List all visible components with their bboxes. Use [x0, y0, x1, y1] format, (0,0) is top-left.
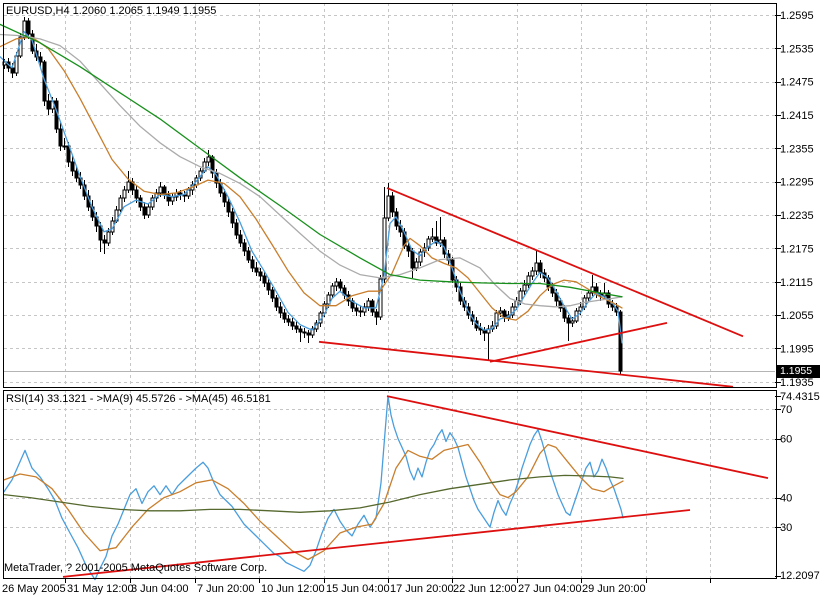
- price-axis-label: 1.2235: [780, 210, 814, 222]
- rsi-line: [3, 395, 624, 581]
- rsi-axis-label: 70: [780, 404, 792, 416]
- price-axis-label: 1.2595: [780, 10, 814, 22]
- price-axis-label: 1.2355: [780, 143, 814, 155]
- price-axis-label: 1.1935: [780, 377, 814, 389]
- price-axis-label: 1.2475: [780, 77, 814, 89]
- rsi-plot-area[interactable]: [3, 390, 776, 578]
- price-axis-label: 1.2415: [780, 110, 814, 122]
- rsi-axis-label: 12.2097: [780, 570, 820, 582]
- current-price-badge: 1.1955: [777, 365, 820, 378]
- trendlines[interactable]: [318, 187, 744, 388]
- rsi-ma45: [3, 474, 624, 513]
- copyright-text: MetaTrader, ? 2001-2005 MetaQuotes Softw…: [4, 562, 268, 574]
- rsi-axis-label: 60: [780, 434, 792, 446]
- time-axis-label: 10 Jun 12:00: [261, 583, 325, 595]
- price-trendline-3: [489, 322, 668, 363]
- price-axis-label: 1.1995: [780, 344, 814, 356]
- ma-slow-gray: [0, 33, 623, 308]
- price-axis-label: 1.2055: [780, 310, 814, 322]
- rsi-axis-label: 40: [780, 493, 792, 505]
- price-trendline-1: [386, 187, 744, 338]
- time-axis-label: 15 Jun 04:00: [326, 583, 390, 595]
- pane-borders: [3, 3, 777, 579]
- rsi-axis-label: 30: [780, 522, 792, 534]
- rsi-trendlines[interactable]: [62, 395, 769, 578]
- time-axis-label: 27 Jun 04:00: [518, 583, 582, 595]
- time-axis-label: 31 May 12:00: [67, 583, 134, 595]
- chart-title: EURUSD,H4 1.2060 1.2065 1.1949 1.1955: [6, 5, 217, 17]
- time-axis-label: 26 May 2005: [2, 583, 66, 595]
- ma-mid-orange: [0, 36, 623, 321]
- rsi-indicator-label: RSI(14) 33.1321 - >MA(9) 45.5726 - >MA(4…: [6, 393, 271, 405]
- rsi-trendline-2: [62, 509, 691, 578]
- price-trendline-2: [318, 340, 734, 388]
- rsi-axis-label: 74.4315: [780, 391, 820, 403]
- ma-fast-blue: [0, 31, 623, 344]
- moving-averages: [0, 23, 623, 344]
- time-axis-label: 7 Jun 20:00: [197, 583, 255, 595]
- price-axis-label: 1.2535: [780, 43, 814, 55]
- price-axis-label: 1.2115: [780, 277, 813, 289]
- rsi-trendline-1: [386, 395, 769, 479]
- time-axis-label: 29 Jun 20:00: [582, 583, 646, 595]
- rsi-ma9: [3, 443, 624, 561]
- main-chart-plot-area[interactable]: [3, 3, 776, 387]
- time-axis-label: 3 Jun 04:00: [131, 583, 189, 595]
- time-axis[interactable]: 26 May 2005 31 May 12:003 Jun 04:00 7 Jun …: [2, 578, 711, 595]
- price-axis-label: 1.2295: [780, 177, 814, 189]
- time-axis-label: 22 Jun 12:00: [453, 583, 517, 595]
- ma-trend-green: [0, 23, 623, 298]
- price-axis-label: 1.2175: [780, 243, 814, 255]
- time-axis-label: 17 Jun 20:00: [390, 583, 454, 595]
- rsi-series: [3, 395, 624, 581]
- price-axis[interactable]: 1.2595 1.2535 1.2475 1.2415 1.2355 1.2295 1.22…: [775, 10, 814, 389]
